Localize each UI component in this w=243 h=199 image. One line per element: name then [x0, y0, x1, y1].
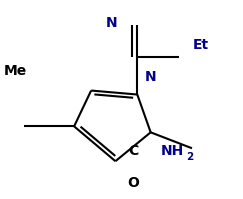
Text: NH: NH: [160, 144, 184, 158]
Text: N: N: [144, 70, 156, 84]
Text: O: O: [127, 176, 139, 190]
Text: Me: Me: [4, 64, 27, 78]
Text: N: N: [105, 16, 117, 30]
Text: C: C: [128, 144, 138, 158]
Text: 2: 2: [186, 152, 193, 162]
Text: Et: Et: [192, 38, 208, 52]
